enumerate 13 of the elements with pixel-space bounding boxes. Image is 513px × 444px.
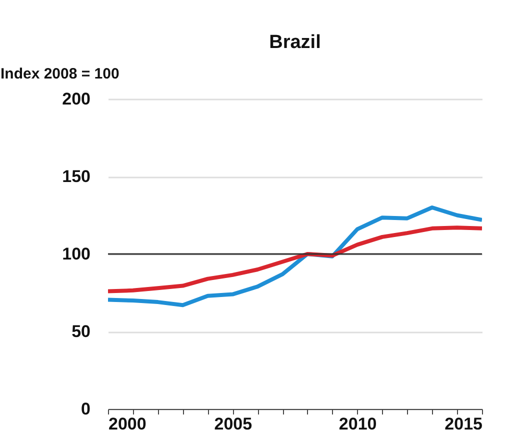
x-tick-label: 2005 (214, 414, 252, 434)
y-tick-label: 200 (62, 90, 90, 108)
chart-title: Brazil (269, 32, 321, 53)
line-series (108, 226, 482, 294)
y-tick-label: 100 (62, 244, 90, 264)
x-tick-label: 2000 (108, 414, 146, 434)
x-tick-label: 2015 (444, 414, 482, 434)
line-series (108, 206, 482, 308)
y-tick-label: 0 (81, 400, 90, 418)
x-tick-label: 2010 (338, 414, 377, 434)
y-tick-label: 50 (72, 322, 90, 341)
y-axis-title: Index 2008 = 100 (0, 66, 120, 82)
y-tick-label: 150 (62, 167, 90, 186)
